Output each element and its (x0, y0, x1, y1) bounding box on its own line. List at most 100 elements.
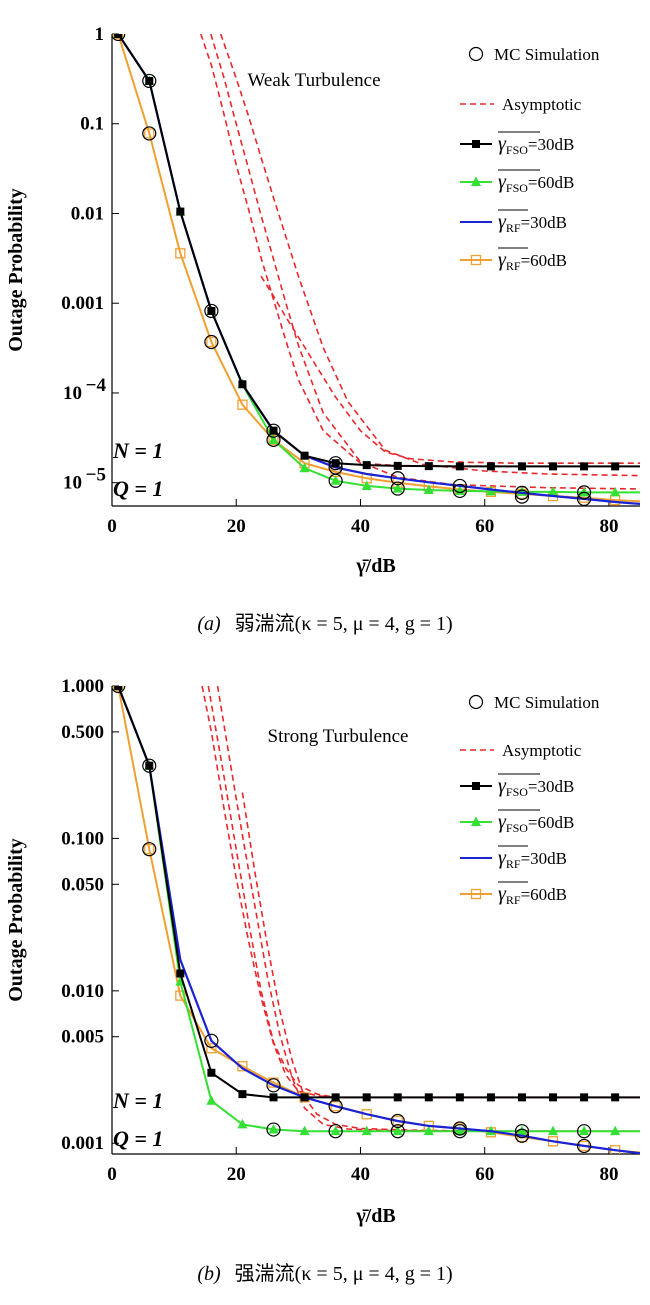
mc-point (576, 491, 592, 506)
mc-point (452, 483, 467, 499)
mc-point (142, 842, 157, 857)
mc-point (514, 1124, 530, 1139)
legend-subscript: RF (506, 857, 521, 871)
series-marker-fso60 (268, 434, 279, 444)
series-marker-fso30 (269, 1093, 278, 1102)
legend-label-fso30: γFSO=30dB (498, 133, 574, 157)
legend-subscript: RF (506, 259, 521, 273)
series-marker-fso60 (268, 1124, 279, 1134)
series-marker-fso30 (207, 1068, 216, 1077)
legend-subscript: FSO (506, 821, 528, 835)
series-marker-fso30 (424, 1093, 433, 1102)
y-tick-label: 0.010 (61, 981, 104, 1002)
series-marker-fso30 (486, 462, 495, 471)
series-marker-fso30 (145, 761, 154, 770)
legend-marker-fso60 (471, 176, 481, 186)
y-tick-label: 0.1 (80, 114, 104, 135)
series-marker-fso30 (331, 459, 340, 468)
legend-value: =60dB (528, 813, 574, 832)
series-marker-fso60 (423, 1125, 434, 1136)
mc-point (514, 485, 530, 500)
series-marker-fso60 (361, 480, 372, 490)
series-marker-fso60 (548, 486, 559, 496)
series-marker-fso60 (392, 483, 403, 493)
series-marker-fso60 (330, 475, 341, 485)
legend-value: =60dB (521, 885, 567, 904)
series-marker-fso60 (548, 1125, 559, 1136)
y-tick-label: 10 (63, 383, 82, 404)
mc-point (266, 423, 281, 438)
y-tick-label: 0.001 (61, 1133, 104, 1154)
mc-point (142, 73, 157, 89)
series-marker-fso60 (299, 1125, 310, 1136)
mc-point (514, 489, 530, 504)
caption: (a) 弱湍流(κ = 5, μ = 4, g = 1) (197, 612, 452, 635)
x-tick-label: 0 (107, 516, 117, 537)
caption-text: 弱湍流(κ = 5, μ = 4, g = 1) (235, 612, 453, 635)
mc-point (112, 686, 126, 694)
legend-symbol: γ (498, 171, 507, 193)
mc-point (266, 1078, 281, 1093)
mc-point (266, 1122, 281, 1137)
x-axis-label: γ̄/dB (355, 1205, 395, 1227)
mc-point (576, 1138, 592, 1154)
x-tick-label: 40 (351, 516, 370, 537)
legend-value: =30dB (521, 213, 567, 232)
series-marker-rf60 (206, 336, 217, 348)
mc-point (328, 1124, 343, 1139)
series-marker-fso30 (455, 1093, 464, 1102)
series-marker-rf60 (237, 399, 248, 410)
annotation-n: N = 1 (112, 438, 163, 463)
x-tick-label: 0 (107, 1164, 117, 1185)
series-marker-rf60 (206, 1043, 217, 1054)
series-marker-rf60 (237, 1061, 248, 1072)
series-line-fso30 (117, 34, 640, 468)
series-marker-fso30 (486, 1093, 495, 1102)
legend-label-fso60: γFSO=60dB (498, 171, 574, 195)
x-axis-label: γ̄/dB (355, 555, 395, 577)
legend-value: =60dB (521, 251, 567, 270)
series-marker-rf60 (175, 248, 186, 259)
series-marker-fso30 (393, 1093, 402, 1102)
legend-symbol: γ (498, 811, 507, 833)
legend-value: =30dB (521, 849, 567, 868)
mc-point (328, 473, 343, 488)
legend-marker-fso30 (472, 782, 480, 790)
y-tick-label: 0.500 (61, 722, 104, 743)
y-tick-exponent: −4 (86, 375, 107, 396)
legend-label-rf60: γRF=60dB (498, 249, 567, 273)
y-tick-label: 0.050 (61, 874, 104, 895)
legend-symbol: γ (498, 249, 507, 271)
series-marker-fso30 (611, 1093, 620, 1102)
asymptotic-curve (241, 792, 640, 1132)
y-axis-label: Outage Probability (5, 838, 27, 1002)
series-marker-fso30 (269, 426, 278, 435)
series-marker-fso30 (517, 1093, 526, 1102)
series-marker-fso30 (362, 1093, 371, 1102)
caption: (b) 强湍流(κ = 5, μ = 4, g = 1) (197, 1262, 452, 1285)
series-marker-fso60 (579, 486, 590, 497)
legend-mc-label: MC Simulation (494, 45, 600, 64)
mc-point (452, 478, 467, 494)
legend-label-rf30: γRF=30dB (498, 211, 567, 235)
legend-subscript: FSO (506, 181, 528, 195)
mc-point (390, 1113, 405, 1129)
legend-asym-label: Asymptotic (502, 741, 582, 760)
x-tick-label: 80 (599, 516, 618, 537)
series-marker-fso60 (454, 1125, 465, 1136)
legend-marker-fso30 (472, 140, 480, 148)
mc-point (390, 481, 405, 496)
series-marker-fso60 (423, 484, 434, 494)
annotation-q: Q = 1 (113, 1126, 163, 1151)
legend-value: =30dB (528, 777, 574, 796)
legend-marker-rf60 (470, 254, 482, 266)
series-marker-fso60 (485, 485, 496, 496)
series-marker-fso60 (610, 1125, 621, 1136)
legend-mc-label: MC Simulation (494, 693, 600, 712)
x-tick-label: 20 (227, 516, 246, 537)
annotation-n: N = 1 (112, 1088, 163, 1113)
series-marker-fso60 (610, 486, 621, 497)
legend-marker-fso60 (471, 816, 481, 826)
